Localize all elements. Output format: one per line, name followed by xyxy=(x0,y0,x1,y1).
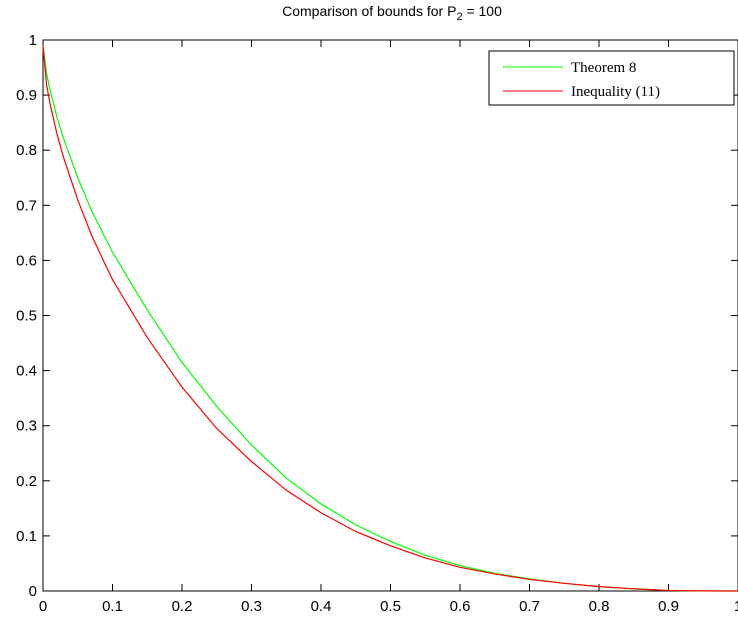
x-tick-label: 0.3 xyxy=(241,598,262,615)
x-tick-label: 0.6 xyxy=(450,598,471,615)
legend-box xyxy=(488,50,735,106)
y-tick-label: 0.4 xyxy=(16,363,37,380)
x-tick-label: 0.2 xyxy=(172,598,193,615)
chart-title: Comparison of bounds for P2 = 100 xyxy=(282,3,502,23)
y-tick-label: 0.9 xyxy=(16,87,37,104)
x-tick-label: 0.5 xyxy=(380,598,401,615)
y-tick-label: 1 xyxy=(29,32,37,49)
chart-title-subscript: 2 xyxy=(456,11,462,23)
legend-label-inequality-11: Inequality (11) xyxy=(571,84,660,100)
x-tick-label: 0.8 xyxy=(589,598,610,615)
y-tick-label: 0.2 xyxy=(16,473,37,490)
y-tick-label: 0.1 xyxy=(16,528,37,545)
y-tick-label: 0.8 xyxy=(16,142,37,159)
x-tick-label: 1 xyxy=(734,598,738,615)
y-tick-label: 0 xyxy=(29,583,37,600)
x-tick-label: 0.7 xyxy=(519,598,540,615)
y-tick-label: 0.7 xyxy=(16,197,37,214)
axes-frame xyxy=(42,39,738,592)
axis-tick-labels: 0 0.1 0.2 0.3 0.4 0.5 0.6 0.7 0.8 0.9 1 0 0.1 0.2 0.3 0… xyxy=(16,32,738,615)
chart-title-suffix: = 100 xyxy=(463,3,503,19)
legend: Theorem 8 Inequality (11) xyxy=(488,50,735,106)
series-line-inequality-11 xyxy=(42,45,738,592)
legend-label-theorem-8: Theorem 8 xyxy=(571,60,636,76)
y-tick-label: 0.6 xyxy=(16,252,37,269)
y-tick-label: 0.5 xyxy=(16,308,37,325)
series-lines xyxy=(42,45,738,592)
x-tick-label: 0.9 xyxy=(658,598,679,615)
axis-ticks xyxy=(42,39,738,592)
x-tick-label: 0.1 xyxy=(102,598,123,615)
y-tick-label: 0.3 xyxy=(16,418,37,435)
chart-title-prefix: Comparison of bounds for P xyxy=(282,3,456,19)
x-tick-label: 0.4 xyxy=(311,598,332,615)
x-tick-label: 0 xyxy=(39,598,47,615)
plot-area: 0 0.1 0.2 0.3 0.4 0.5 0.6 0.7 0.8 0.9 1 0 0.1 0.2 0.3 0… xyxy=(16,32,738,615)
